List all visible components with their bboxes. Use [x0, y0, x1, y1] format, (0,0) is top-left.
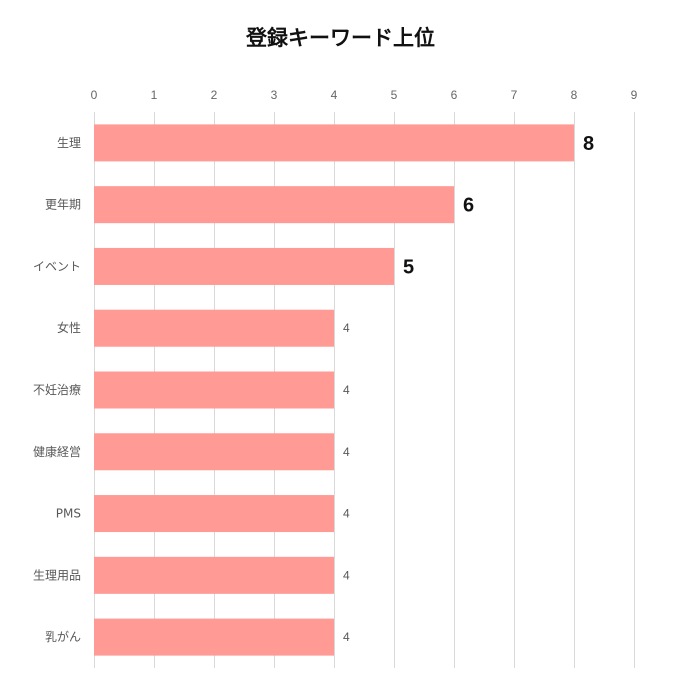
bar: [94, 371, 334, 409]
x-tick-label: 2: [211, 88, 218, 102]
bar: [94, 309, 334, 347]
bar: [94, 556, 334, 594]
x-tick-label: 5: [391, 88, 398, 102]
x-tick-label: 6: [451, 88, 458, 102]
x-tick-label: 1: [151, 88, 158, 102]
x-tick-label: 0: [91, 88, 98, 102]
bar: [94, 186, 454, 224]
bar: [94, 433, 334, 471]
category-label: 女性: [57, 320, 81, 335]
category-label: イベント: [33, 259, 81, 273]
category-label: PMS: [56, 507, 81, 521]
category-label: 不妊治療: [33, 383, 81, 397]
x-tick-label: 9: [631, 88, 638, 102]
x-tick-label: 4: [331, 88, 338, 102]
bar: [94, 618, 334, 656]
bar: [94, 124, 574, 162]
category-label: 生理: [57, 136, 81, 150]
bar: [94, 247, 394, 285]
data-label: 4: [343, 383, 350, 397]
data-label: 4: [343, 321, 350, 335]
category-label: 更年期: [45, 198, 81, 212]
x-tick-label: 3: [271, 88, 278, 102]
category-label: 生理用品: [33, 568, 81, 582]
x-tick-label: 7: [511, 88, 518, 102]
data-label: 4: [343, 630, 350, 644]
x-tick-label: 8: [571, 88, 578, 102]
category-label: 乳がん: [45, 629, 81, 644]
data-label: 4: [343, 445, 350, 459]
category-label: 健康経営: [33, 444, 81, 459]
data-label: 6: [463, 195, 474, 217]
data-label: 4: [343, 507, 350, 521]
chart-title: 登録キーワード上位: [246, 26, 435, 50]
data-label: 4: [343, 568, 350, 582]
bar: [94, 495, 334, 533]
data-label: 8: [583, 133, 594, 155]
data-label: 5: [403, 256, 414, 278]
